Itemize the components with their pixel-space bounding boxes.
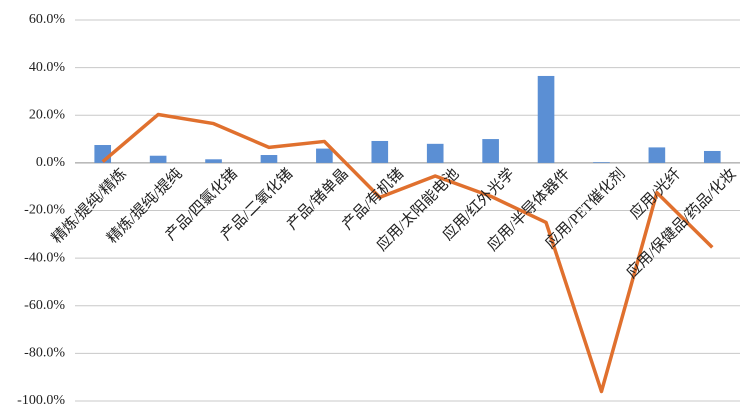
y-tick-label: 0.0% xyxy=(36,155,66,170)
bar xyxy=(205,159,222,163)
y-tick-label: 60.0% xyxy=(29,12,66,27)
line xyxy=(101,112,714,394)
y-tick-label: -60.0% xyxy=(24,298,65,313)
y-tick-label: -100.0% xyxy=(17,393,65,408)
x-tick-label: 应用/光纤 xyxy=(626,165,684,223)
bar xyxy=(482,139,499,163)
bar xyxy=(426,143,444,163)
y-tick-label: -20.0% xyxy=(24,203,65,218)
bar xyxy=(316,148,333,163)
bar xyxy=(703,150,721,163)
bar xyxy=(149,155,167,163)
bar xyxy=(648,147,666,163)
y-tick-label: 40.0% xyxy=(29,60,66,75)
bar xyxy=(371,140,389,163)
bar xyxy=(537,75,555,163)
bar xyxy=(260,155,278,163)
y-tick-label: 20.0% xyxy=(29,107,66,122)
y-tick-label: -80.0% xyxy=(24,346,65,361)
y-tick-label: -40.0% xyxy=(24,250,65,265)
x-tick-label: 应用/保健品/药品/化妆 xyxy=(623,165,740,282)
bar xyxy=(593,162,610,163)
